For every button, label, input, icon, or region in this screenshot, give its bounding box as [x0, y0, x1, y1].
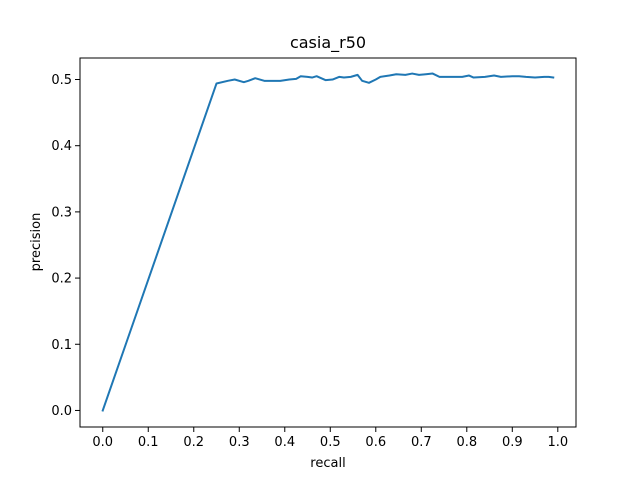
y-tick-label: 0.4	[51, 139, 72, 154]
y-tick-label: 0.2	[51, 272, 72, 287]
x-tick-label: 0.9	[502, 435, 523, 450]
y-tick-label: 0.0	[51, 404, 72, 419]
x-axis-label: recall	[310, 456, 345, 471]
y-tick-label: 0.1	[51, 338, 72, 353]
x-tick-label: 0.7	[411, 435, 432, 450]
y-tick-label: 0.5	[51, 73, 72, 88]
x-tick-label: 1.0	[547, 435, 568, 450]
x-tick-label: 0.5	[320, 435, 341, 450]
x-tick-label: 0.4	[274, 435, 295, 450]
x-tick-label: 0.0	[92, 435, 113, 450]
x-tick-label: 0.8	[456, 435, 477, 450]
x-tick-label: 0.2	[183, 435, 204, 450]
x-tick-label: 0.1	[138, 435, 159, 450]
y-axis-label: precision	[29, 213, 44, 272]
chart-title: casia_r50	[290, 33, 366, 53]
y-tick-label: 0.3	[51, 205, 72, 220]
x-tick-label: 0.3	[229, 435, 250, 450]
x-tick-label: 0.6	[365, 435, 386, 450]
